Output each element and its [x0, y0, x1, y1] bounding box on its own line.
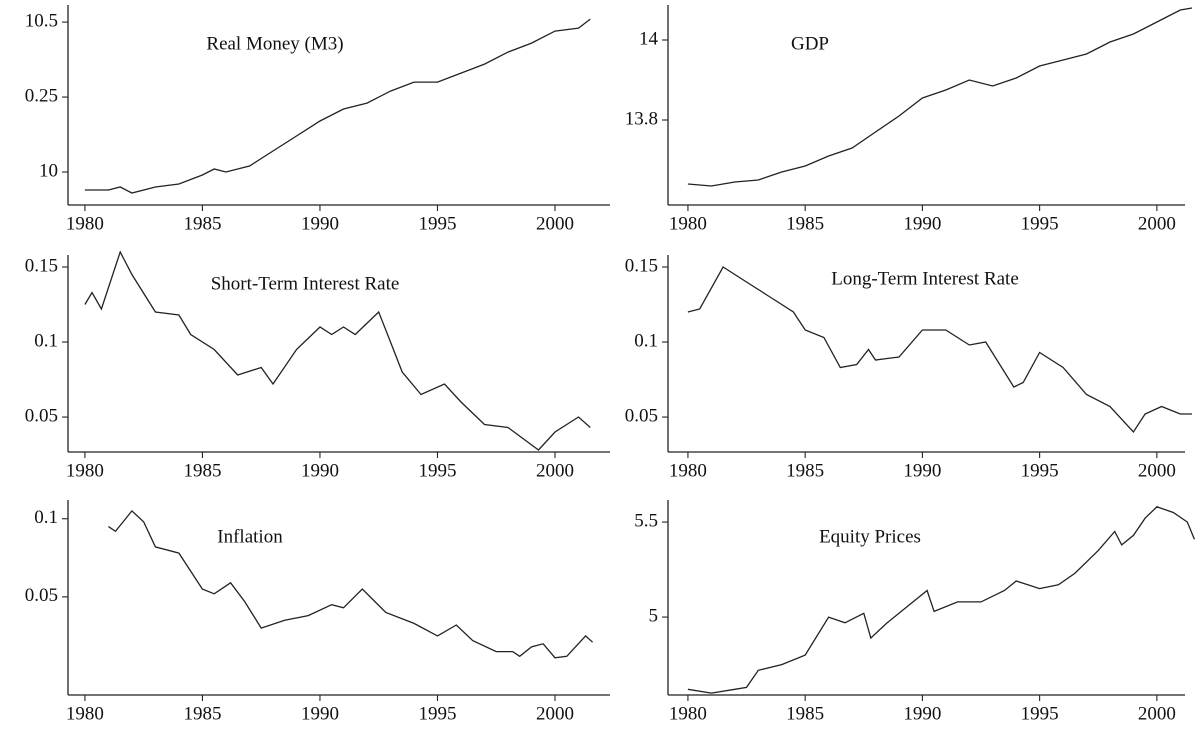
- x-tick-label: 1995: [1021, 213, 1059, 234]
- x-tick-label: 1995: [418, 460, 456, 481]
- x-tick-label: 1990: [903, 213, 941, 234]
- x-tick-label: 1995: [1021, 460, 1059, 481]
- x-tick-label: 2000: [536, 460, 574, 481]
- panel: 0.05 0.1 1980 1985 1990 1995 2000 Inflation: [25, 500, 610, 724]
- y-tick-label: 0.1: [34, 330, 58, 351]
- x-tick-label: 1990: [903, 703, 941, 724]
- x-tick-label: 1980: [66, 460, 104, 481]
- y-tick-label: 0.05: [25, 585, 58, 606]
- y-tick-label: 5.5: [634, 510, 658, 531]
- panel-title: GDP: [791, 33, 829, 54]
- x-tick-label: 1995: [418, 703, 456, 724]
- y-tick-label: 0.05: [625, 405, 658, 426]
- x-tick-label: 1985: [786, 460, 824, 481]
- x-tick-label: 1985: [183, 213, 221, 234]
- x-tick-label: 1985: [786, 703, 824, 724]
- x-tick-label: 1980: [66, 213, 104, 234]
- y-tick-label: 13.8: [625, 108, 658, 129]
- panel-title: Real Money (M3): [206, 33, 343, 54]
- panel: 10 0.25 10.5 1980 1985 1990 1995 2000 Real Money…: [25, 5, 610, 234]
- panel-title: Inflation: [217, 526, 283, 547]
- series-line: [687, 506, 1196, 694]
- series-line: [108, 509, 594, 659]
- panel: 5 5.5 1980 1985 1990 1995 2000 Equity Prices: [634, 500, 1196, 724]
- panel: 13.8 14 1980 1985 1990 1995 2000 GDP: [625, 5, 1193, 234]
- x-tick-label: 1980: [66, 703, 104, 724]
- x-tick-label: 2000: [1138, 213, 1176, 234]
- x-tick-label: 2000: [536, 213, 574, 234]
- panel: 0.05 0.1 0.15 1980 1985 1990 1995 2000 Short-Ter…: [25, 250, 610, 481]
- panel-title: Equity Prices: [819, 526, 921, 547]
- y-tick-label: 0.15: [625, 255, 658, 276]
- x-tick-label: 1985: [183, 703, 221, 724]
- y-tick-label: 0.25: [25, 85, 58, 106]
- y-tick-label: 5: [649, 605, 659, 626]
- x-tick-label: 1990: [301, 460, 339, 481]
- x-tick-label: 1990: [301, 703, 339, 724]
- x-tick-label: 1980: [669, 703, 707, 724]
- x-tick-label: 1980: [669, 460, 707, 481]
- x-tick-label: 1980: [669, 213, 707, 234]
- x-tick-label: 2000: [1138, 460, 1176, 481]
- panel-title: Long-Term Interest Rate: [831, 268, 1019, 289]
- panel-title: Short-Term Interest Rate: [211, 273, 400, 294]
- x-tick-label: 1990: [301, 213, 339, 234]
- panel: 0.05 0.1 0.15 1980 1985 1990 1995 2000 Long-Term…: [625, 255, 1192, 481]
- series-line: [687, 266, 1192, 434]
- series-line: [84, 18, 591, 194]
- x-tick-label: 2000: [1138, 703, 1176, 724]
- y-tick-label: 0.1: [634, 330, 658, 351]
- x-tick-label: 1990: [903, 460, 941, 481]
- x-tick-label: 1985: [786, 213, 824, 234]
- y-tick-label: 10: [39, 160, 58, 181]
- x-tick-label: 1995: [1021, 703, 1059, 724]
- y-tick-label: 10.5: [25, 10, 58, 31]
- x-tick-label: 1985: [183, 460, 221, 481]
- y-tick-label: 14: [639, 28, 659, 49]
- y-tick-label: 0.05: [25, 405, 58, 426]
- series-line: [687, 7, 1193, 187]
- x-tick-label: 1995: [418, 213, 456, 234]
- y-tick-label: 0.15: [25, 255, 58, 276]
- x-tick-label: 2000: [536, 703, 574, 724]
- y-tick-label: 0.1: [34, 507, 58, 528]
- series-line: [84, 250, 591, 451]
